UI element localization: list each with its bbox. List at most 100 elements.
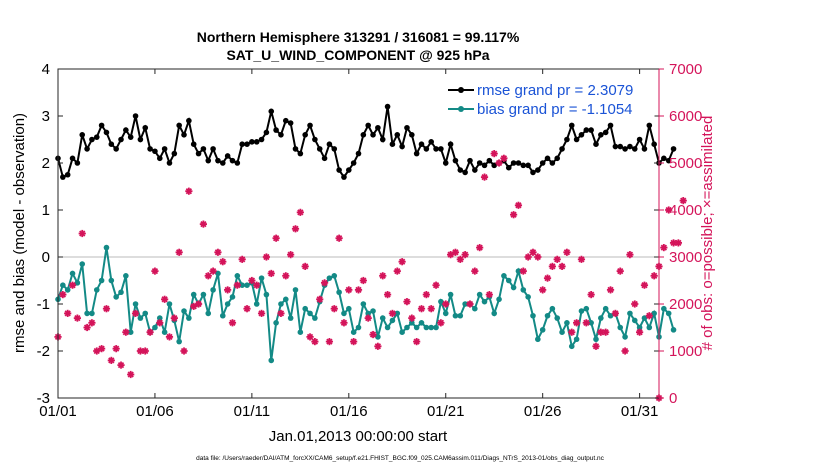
obs-count-stroke [641, 282, 648, 289]
bias-point [588, 320, 594, 326]
rmse-point [263, 129, 270, 136]
obs-count-stroke [680, 197, 687, 204]
bias-point [564, 320, 570, 326]
rmse-point [530, 169, 536, 176]
obs-count-point [393, 267, 401, 275]
rmse-point [176, 122, 182, 129]
rmse-point [278, 132, 284, 138]
rmse-point [219, 160, 226, 166]
obs-count-stroke [137, 347, 144, 355]
rmse-point [515, 160, 522, 166]
bias-point [341, 310, 347, 317]
obs-count-point [102, 305, 111, 313]
bias-point [520, 287, 527, 293]
obs-count-stroke [539, 286, 546, 294]
obs-count-stroke [156, 319, 163, 326]
legend-rmse-marker [458, 87, 464, 93]
bias-point [258, 275, 265, 281]
obs-count-point [185, 187, 193, 195]
rmse-point [127, 134, 134, 140]
obs-count-stroke [660, 244, 668, 251]
obs-count-stroke [258, 310, 265, 317]
obs-count-stroke [79, 230, 86, 237]
rmse-point [462, 169, 468, 176]
obs-count-point [422, 291, 430, 299]
obs-count-stroke [466, 300, 474, 308]
obs-count-point [127, 370, 135, 379]
obs-count-point [301, 262, 309, 270]
obs-count-point [228, 319, 237, 327]
obs-count-stroke [384, 291, 391, 298]
obs-count-point [306, 333, 314, 341]
rmse-point [486, 157, 493, 164]
bias-point [636, 324, 643, 331]
obs-count-point [359, 276, 367, 285]
rmse-point [442, 160, 449, 166]
rmse-point [253, 139, 260, 145]
obs-count-stroke [452, 249, 459, 256]
bias-point [505, 277, 512, 284]
bias-point [651, 310, 657, 317]
bias-point [641, 315, 648, 321]
bias-point [370, 308, 376, 314]
bias-point [312, 315, 318, 321]
bias-point [573, 336, 580, 343]
rmse-point [156, 155, 163, 162]
obs-count-point [282, 272, 290, 280]
obs-count-point [214, 248, 222, 256]
rmse-point [467, 157, 473, 164]
legend-bias-marker [458, 106, 464, 112]
rmse-point [622, 146, 628, 152]
obs-count-stroke [418, 305, 425, 312]
obs-count-point [568, 328, 576, 336]
obs-count-point [626, 251, 634, 259]
obs-count-stroke [229, 319, 236, 326]
rmse-point [166, 160, 173, 166]
rmse-point [341, 174, 347, 180]
obs-count-stroke [113, 345, 120, 352]
bias-point [176, 338, 182, 345]
bias-point [549, 305, 556, 312]
obs-count-stroke [408, 314, 415, 322]
obs-count-point [233, 281, 241, 289]
obs-count-stroke [243, 305, 251, 312]
bias-point [389, 317, 396, 324]
bias-point [98, 277, 105, 284]
rmse-point [273, 127, 279, 133]
x-tick-label: 01/16 [330, 403, 368, 420]
bias-point [583, 305, 590, 312]
rmse-point [346, 167, 352, 173]
bias-point [418, 320, 425, 326]
rmse-point [152, 148, 158, 155]
bias-point [297, 329, 304, 336]
obs-count-stroke [205, 272, 212, 279]
rmse-point [292, 146, 299, 152]
y-axis-label-right: # of obs: o=possible; ×=assimilated [699, 116, 716, 351]
obs-count-point [383, 291, 392, 299]
bias-point [118, 289, 124, 296]
obs-count-stroke [665, 206, 672, 214]
obs-count-stroke [345, 286, 352, 294]
bias-point [229, 294, 236, 300]
rmse-point [234, 160, 241, 166]
rmse-point [423, 146, 430, 152]
bias-point [268, 357, 275, 364]
obs-count-stroke [617, 267, 624, 275]
bias-point [578, 308, 585, 314]
obs-count-stroke [302, 263, 309, 270]
obs-count-stroke [583, 319, 590, 326]
obs-count-stroke [636, 329, 643, 336]
obs-count-stroke [122, 329, 130, 336]
obs-count-point [59, 291, 67, 299]
rmse-point [399, 143, 405, 150]
obs-count-stroke [127, 371, 134, 378]
obs-count-stroke [646, 312, 653, 319]
obs-count-stroke [239, 256, 246, 263]
obs-count-stroke [340, 319, 348, 326]
bias-point [161, 329, 168, 336]
obs-count-stroke [214, 249, 222, 256]
bias-point [404, 324, 410, 331]
obs-count-point [553, 255, 561, 263]
bias-point [607, 312, 614, 319]
